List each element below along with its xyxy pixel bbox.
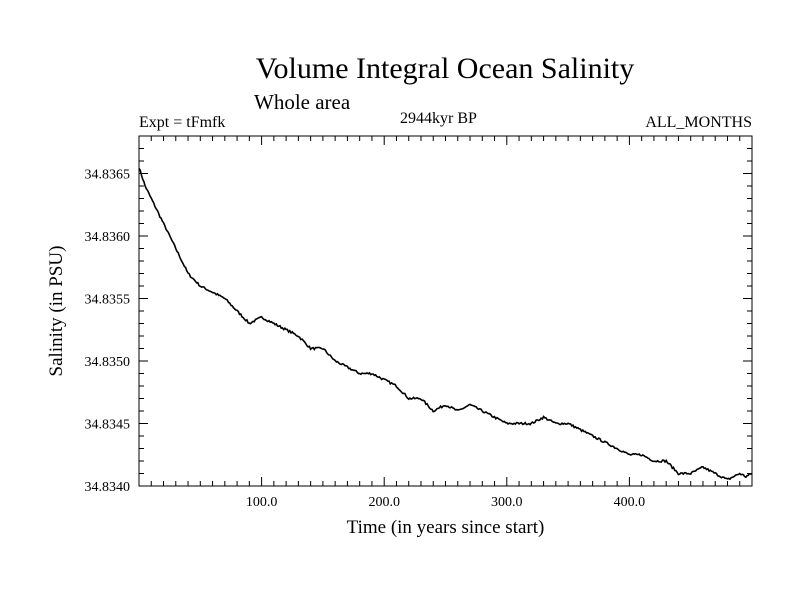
x-tick-label: 100.0 [246,495,278,510]
y-tick-label: 34.8360 [85,230,131,245]
chart-subtitle: Whole area [254,90,351,114]
experiment-label: Expt = tFmfk [139,114,226,131]
x-tick-label: 200.0 [368,495,400,510]
y-tick-label: 34.8365 [85,168,131,183]
x-axis-label: Time (in years since start) [347,517,545,538]
plot-frame [138,135,753,487]
salinity-series-line [138,167,753,481]
y-axis-label: Salinity (in PSU) [46,246,67,377]
axis-ticks [139,136,752,487]
y-tick-label: 34.8350 [85,355,131,370]
chart-title: Volume Integral Ocean Salinity [255,52,635,85]
y-tick-label: 34.8345 [85,418,131,433]
y-tick-label: 34.8340 [85,480,131,495]
x-tick-label: 400.0 [614,495,646,510]
y-tick-label: 34.8355 [85,293,131,308]
tick-labels: 100.0 200.0 300.0 400.0 34.8340 34.8345 34.835… [85,168,646,511]
date-label: 2944kyr BP [400,110,477,127]
x-tick-label: 300.0 [491,495,523,510]
months-label: ALL_MONTHS [645,114,752,131]
